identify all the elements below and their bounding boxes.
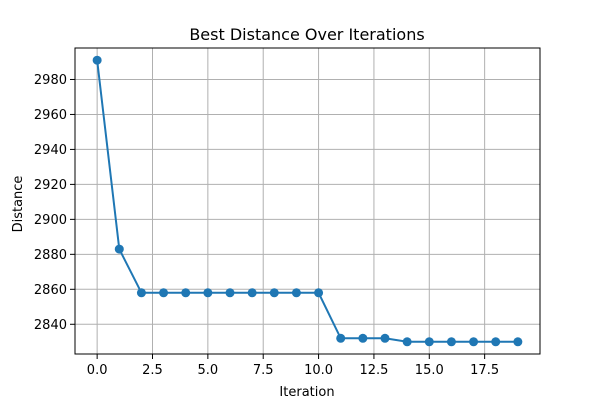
- y-axis-label: Distance: [11, 176, 26, 233]
- series-layer: [92, 55, 523, 347]
- y-tick-label: 2860: [34, 283, 67, 298]
- data-point: [159, 288, 169, 298]
- y-tick-label: 2940: [34, 143, 67, 158]
- y-tick-label: 2980: [34, 73, 67, 88]
- data-point: [269, 288, 279, 298]
- x-tick-label: 10.0: [304, 363, 333, 378]
- y-tick-label: 2880: [34, 248, 67, 263]
- data-point: [114, 244, 124, 254]
- data-point: [380, 333, 390, 343]
- data-point: [513, 337, 523, 347]
- y-tick-label: 2960: [34, 108, 67, 123]
- plot-area-frame: [74, 47, 541, 355]
- tick-layer: 0.0 2.5 5.0 7.5 10.0 12.5 15.0 17.5 2840 2860 2880…: [34, 73, 499, 378]
- data-point: [336, 333, 346, 343]
- data-point: [203, 288, 213, 298]
- y-tick-label: 2900: [34, 213, 67, 228]
- y-tick-label: 2840: [34, 318, 67, 333]
- data-point: [92, 55, 102, 65]
- data-point: [491, 337, 501, 347]
- data-point: [314, 288, 324, 298]
- chart-title: Best Distance Over Iterations: [189, 25, 424, 44]
- data-point: [469, 337, 479, 347]
- data-point: [181, 288, 191, 298]
- data-point: [424, 337, 434, 347]
- data-point: [247, 288, 257, 298]
- x-tick-label: 17.5: [470, 363, 499, 378]
- grid-layer: [75, 48, 540, 354]
- x-tick-label: 15.0: [415, 363, 444, 378]
- y-tick-label: 2920: [34, 178, 67, 193]
- x-tick-label: 12.5: [359, 363, 388, 378]
- x-tick-label: 0.0: [87, 363, 108, 378]
- data-point: [291, 288, 301, 298]
- x-tick-label: 2.5: [142, 363, 163, 378]
- x-tick-label: 7.5: [253, 363, 274, 378]
- data-point: [136, 288, 146, 298]
- data-point: [446, 337, 456, 347]
- x-tick-label: 5.0: [198, 363, 219, 378]
- data-point: [358, 333, 368, 343]
- x-axis-label: Iteration: [279, 385, 334, 400]
- data-point: [225, 288, 235, 298]
- data-point: [402, 337, 412, 347]
